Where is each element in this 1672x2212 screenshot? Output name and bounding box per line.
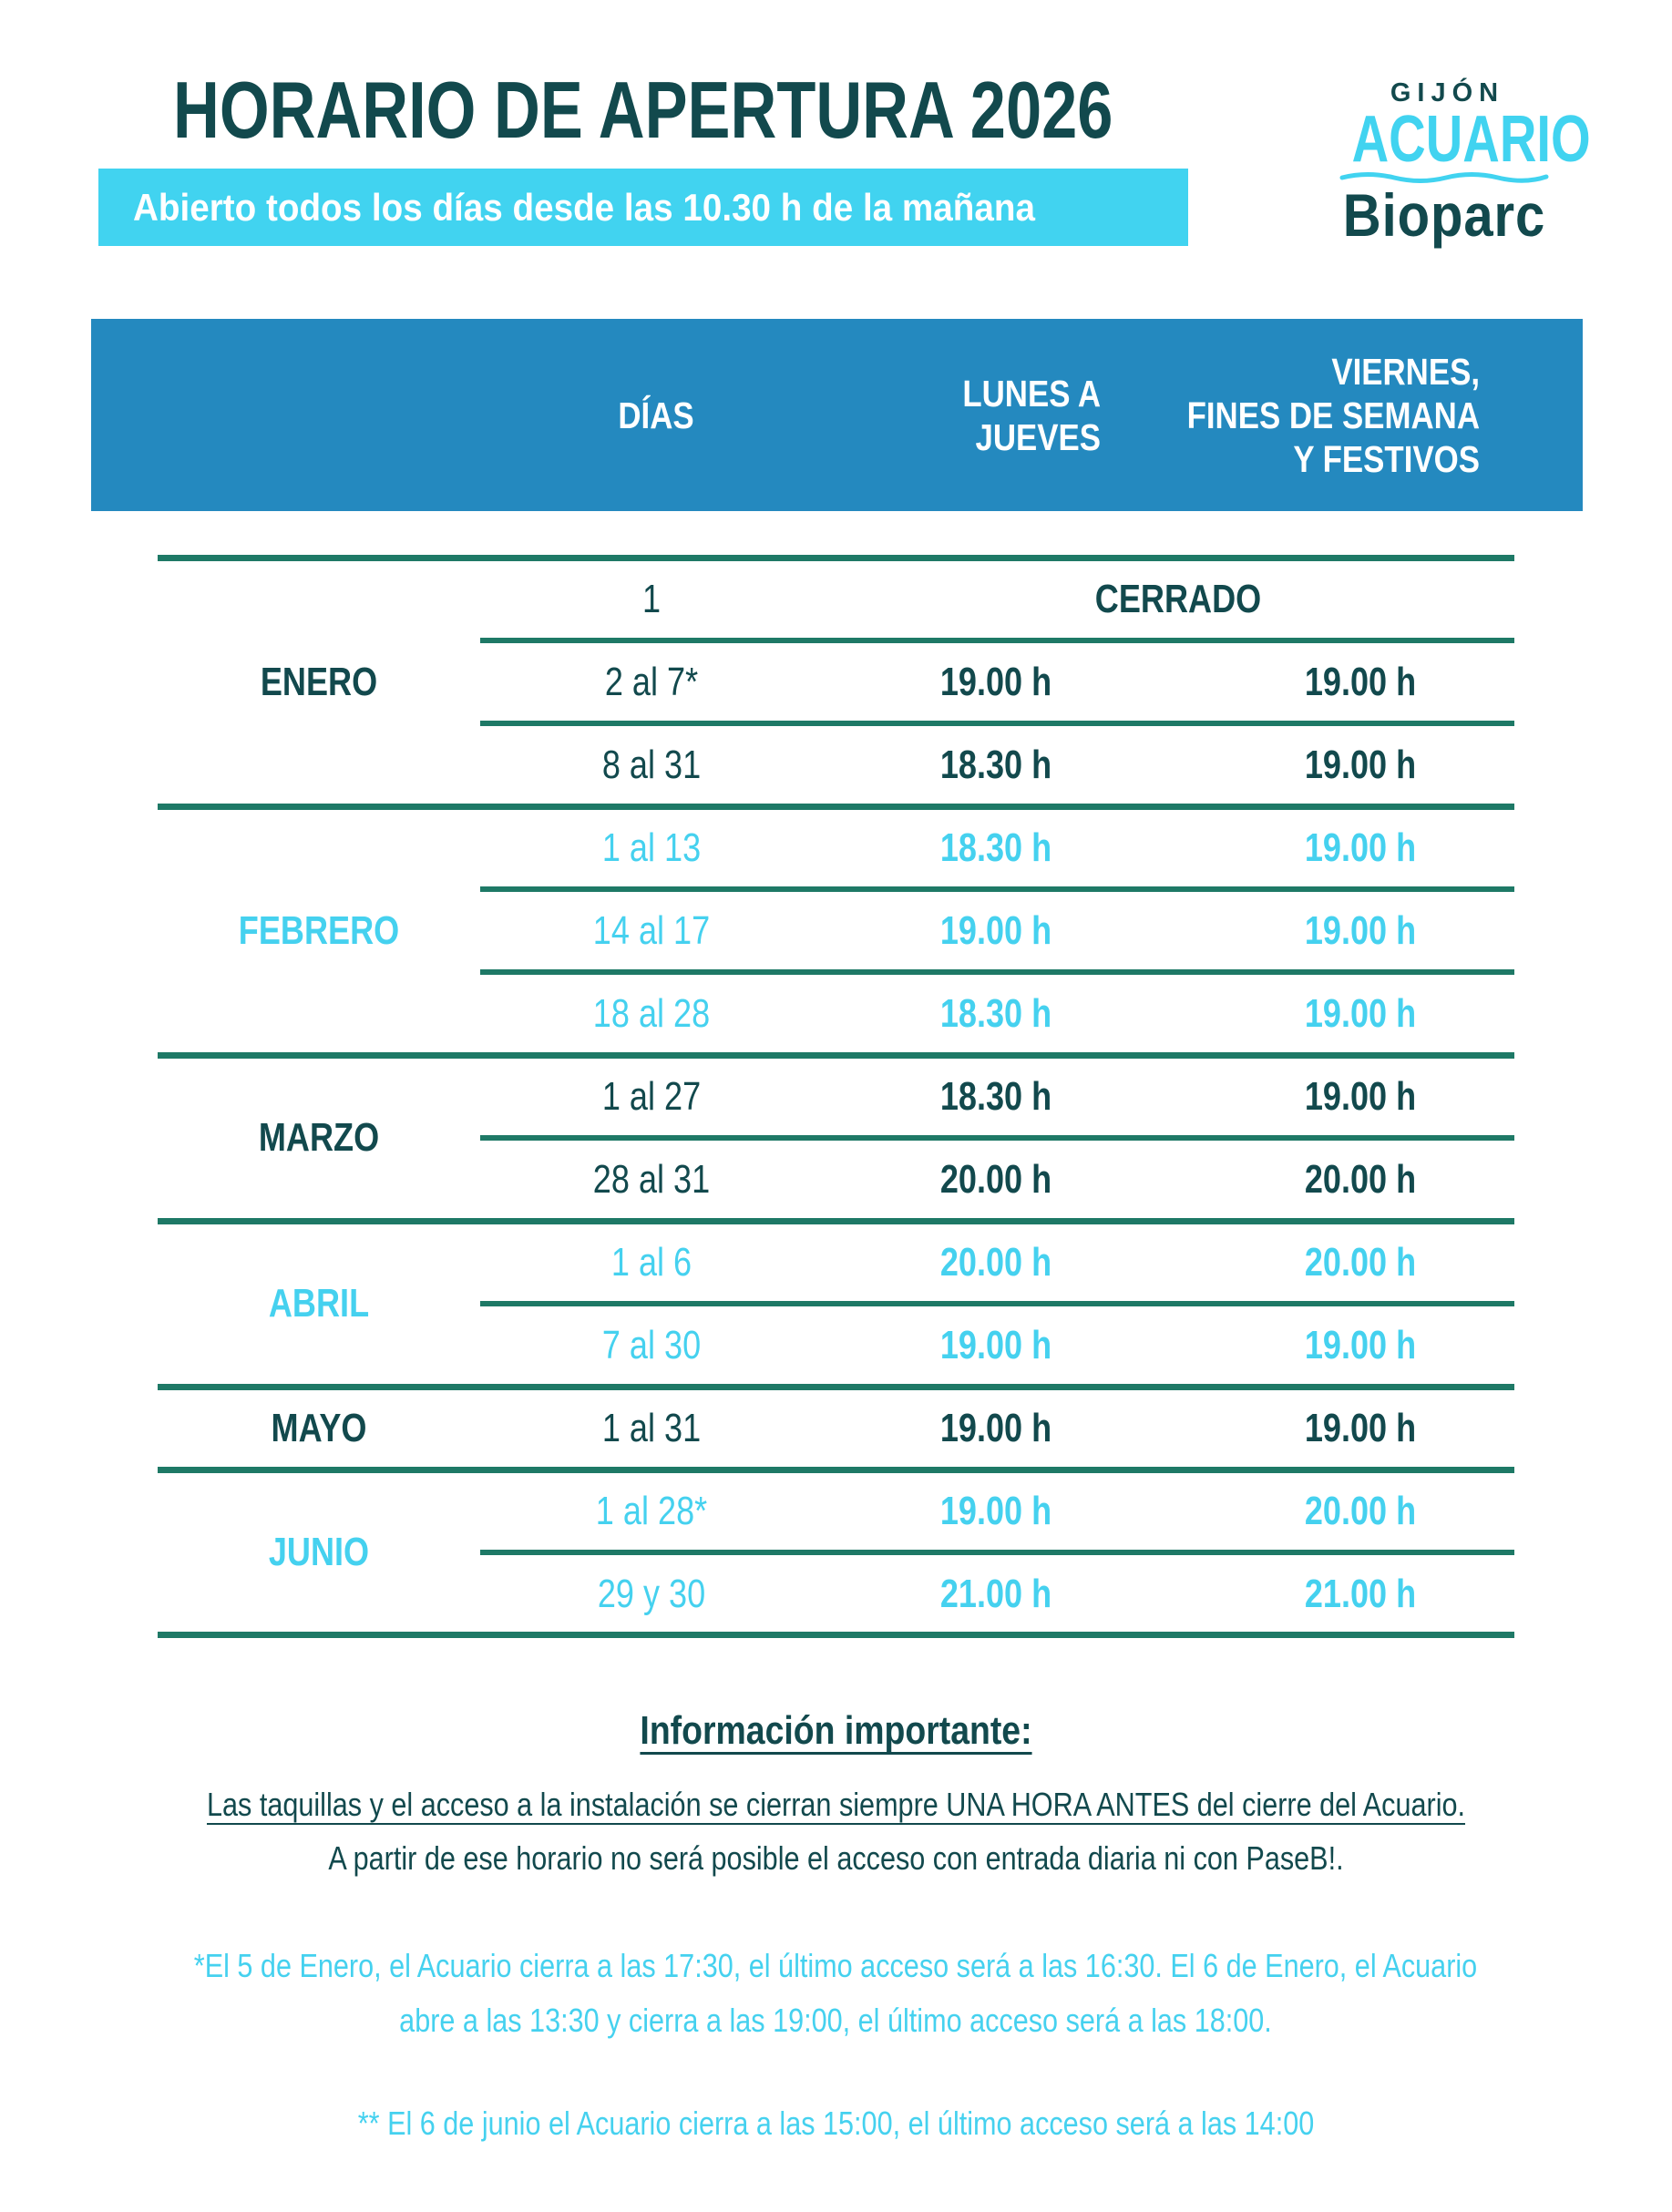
access-notice: A partir de ese horario no será posible … — [328, 1839, 1344, 1877]
banner: Abierto todos los días desde las 10.30 h… — [98, 169, 1188, 246]
month-label: ABRIL — [268, 1281, 370, 1326]
table-row: 18 al 28 18.30 h 19.00 h — [158, 969, 1514, 1055]
days-range: 2 al 7* — [604, 659, 699, 704]
closed-label: CERRADO — [1094, 576, 1262, 621]
month-section-febrero: FEBRERO 1 al 13 18.30 h 19.00 h 14 al 17… — [158, 804, 1514, 1055]
days-range: 1 al 31 — [601, 1405, 702, 1450]
table-row: 28 al 31 20.00 h 20.00 h — [158, 1135, 1514, 1221]
mon-thu-time: 18.30 h — [939, 824, 1052, 870]
table-row: 1 al 31 19.00 h 19.00 h — [158, 1387, 1514, 1470]
page-title: HORARIO DE APERTURA 2026 — [173, 65, 1113, 155]
month-label: MAYO — [271, 1405, 367, 1450]
days-range: 1 al 6 — [610, 1239, 692, 1285]
mon-thu-time: 19.00 h — [939, 1322, 1052, 1367]
fri-weekend-time: 20.00 h — [1304, 1488, 1417, 1533]
month-label: FEBRERO — [238, 907, 400, 953]
mon-thu-time: 18.30 h — [939, 1073, 1052, 1119]
table-row: 2 al 7* 19.00 h 19.00 h — [158, 638, 1514, 723]
col-header-days: DÍAS — [618, 394, 694, 436]
mon-thu-time: 19.00 h — [939, 1405, 1052, 1450]
days-range: 8 al 31 — [601, 742, 702, 787]
col-header-fri-weekend: VIERNES, FINES DE SEMANA Y FESTIVOS — [1152, 350, 1480, 481]
table-row: 1 al 28* 19.00 h 20.00 h — [158, 1470, 1514, 1552]
fri-weekend-time: 20.00 h — [1304, 1156, 1417, 1202]
table-row: 1 CERRADO — [158, 558, 1514, 640]
days-range: 1 — [641, 576, 662, 621]
schedule-table: ENERO 1 CERRADO 2 al 7* 19.00 h 19.00 h … — [158, 555, 1514, 1638]
header-line: JUEVES — [975, 415, 1101, 458]
table-row: 7 al 30 19.00 h 19.00 h — [158, 1301, 1514, 1387]
fri-weekend-time: 19.00 h — [1304, 742, 1417, 787]
month-section-mayo: MAYO 1 al 31 19.00 h 19.00 h — [158, 1384, 1514, 1470]
ticket-office-notice: Las taquillas y el acceso a la instalaci… — [206, 1786, 1466, 1823]
header-line: FINES DE SEMANA — [1186, 394, 1480, 436]
days-range: 7 al 30 — [601, 1322, 702, 1367]
days-range: 1 al 28* — [595, 1488, 708, 1533]
days-range: 1 al 27 — [601, 1073, 702, 1119]
table-row: 29 y 30 21.00 h 21.00 h — [158, 1550, 1514, 1635]
header-line: Y FESTIVOS — [1293, 437, 1480, 480]
logo-acuario-text: ACUARIO — [1351, 103, 1591, 176]
table-row: 8 al 31 18.30 h 19.00 h — [158, 721, 1514, 806]
header-line: LUNES A — [962, 372, 1101, 415]
col-header-mon-thu: LUNES A JUEVES — [862, 372, 1101, 459]
table-header: DÍAS LUNES A JUEVES VIERNES, FINES DE SE… — [91, 319, 1583, 511]
june-footnote: ** El 6 de junio el Acuario cierra a las… — [357, 2104, 1315, 2142]
fri-weekend-time: 19.00 h — [1304, 907, 1417, 953]
month-section-enero: ENERO 1 CERRADO 2 al 7* 19.00 h 19.00 h … — [158, 555, 1514, 806]
fri-weekend-time: 19.00 h — [1304, 1405, 1417, 1450]
month-label: MARZO — [258, 1115, 380, 1160]
days-range: 1 al 13 — [601, 824, 702, 870]
table-row: 1 al 27 18.30 h 19.00 h — [158, 1055, 1514, 1138]
important-info-title: Información importante: — [640, 1708, 1032, 1753]
header-line: VIERNES, — [1331, 350, 1480, 393]
mon-thu-time: 19.00 h — [939, 1488, 1052, 1533]
fri-weekend-time: 19.00 h — [1304, 1322, 1417, 1367]
days-range: 14 al 17 — [592, 907, 711, 953]
month-section-junio: JUNIO 1 al 28* 19.00 h 20.00 h 29 y 30 2… — [158, 1467, 1514, 1635]
acuario-bioparc-logo: GIJÓN ACUARIO Bioparc — [1326, 78, 1591, 249]
mon-thu-time: 19.00 h — [939, 907, 1052, 953]
table-row: 1 al 6 20.00 h 20.00 h — [158, 1221, 1514, 1304]
month-label: ENERO — [260, 659, 378, 704]
days-range: 28 al 31 — [592, 1156, 711, 1202]
fri-weekend-time: 21.00 h — [1304, 1571, 1417, 1616]
table-row: 1 al 13 18.30 h 19.00 h — [158, 806, 1514, 889]
mon-thu-time: 18.30 h — [939, 742, 1052, 787]
table-row: 14 al 17 19.00 h 19.00 h — [158, 886, 1514, 972]
month-section-marzo: MARZO 1 al 27 18.30 h 19.00 h 28 al 31 2… — [158, 1052, 1514, 1221]
logo-city-text: GIJÓN — [1390, 78, 1505, 108]
days-range: 18 al 28 — [592, 990, 711, 1036]
month-label: JUNIO — [268, 1530, 370, 1574]
mon-thu-time: 20.00 h — [939, 1156, 1052, 1202]
days-range: 29 y 30 — [597, 1571, 706, 1616]
fri-weekend-time: 19.00 h — [1304, 659, 1417, 704]
mon-thu-time: 21.00 h — [939, 1571, 1052, 1616]
wave-underline-icon — [1339, 172, 1549, 183]
logo-bioparc-text: Bioparc — [1342, 181, 1546, 249]
fri-weekend-time: 20.00 h — [1304, 1239, 1417, 1285]
mon-thu-time: 19.00 h — [939, 659, 1052, 704]
fri-weekend-time: 19.00 h — [1304, 990, 1417, 1036]
banner-text: Abierto todos los días desde las 10.30 h… — [133, 186, 1035, 229]
mon-thu-time: 20.00 h — [939, 1239, 1052, 1285]
fri-weekend-time: 19.00 h — [1304, 824, 1417, 870]
january-footnote: *El 5 de Enero, el Acuario cierra a las … — [193, 1947, 1478, 2039]
fri-weekend-time: 19.00 h — [1304, 1073, 1417, 1119]
mon-thu-time: 18.30 h — [939, 990, 1052, 1036]
month-section-abril: ABRIL 1 al 6 20.00 h 20.00 h 7 al 30 19.… — [158, 1218, 1514, 1387]
